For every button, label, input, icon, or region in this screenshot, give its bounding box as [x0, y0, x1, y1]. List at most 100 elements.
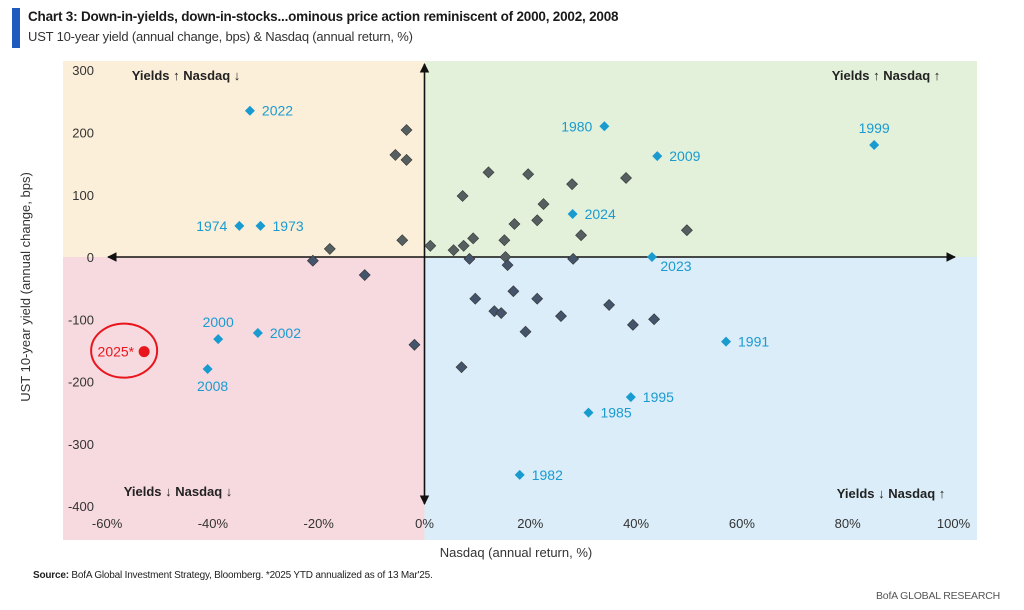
quadrant-label-top-right: Yields ↑ Nasdaq ↑ [832, 68, 941, 83]
x-tick-label: -20% [304, 516, 335, 531]
data-point [680, 224, 693, 237]
data-point [447, 244, 460, 257]
y-tick-label: 0 [87, 250, 94, 265]
data-point [469, 292, 482, 305]
data-label-2008: 2008 [197, 378, 228, 394]
x-tick-label: -60% [92, 516, 123, 531]
x-axis-title: Nasdaq (annual return, %) [440, 545, 592, 560]
data-point [424, 239, 437, 252]
highlighted-years-series: 2022 1974 1973 1980 2009 1999 2024 2023 1991 1995… [196, 103, 890, 483]
quadrant-label-top-left: Yields ↑ Nasdaq ↓ [132, 68, 241, 83]
quadrant-bottom-right [424, 257, 977, 540]
x-tick-label: 40% [623, 516, 649, 531]
x-tick-label: 100% [937, 516, 971, 531]
data-point-2000 [213, 334, 224, 345]
y-tick-label: -400 [68, 499, 94, 514]
quadrant-labels: Yields ↑ Nasdaq ↓ Yields ↑ Nasdaq ↑ Yields… [124, 68, 946, 501]
data-point [488, 305, 501, 318]
x-tick-label: 20% [517, 516, 543, 531]
data-point-2024 [567, 209, 578, 220]
data-point-1982 [514, 469, 525, 480]
data-point-2025 [138, 346, 150, 358]
data-point [648, 313, 661, 326]
data-label-2024: 2024 [585, 206, 616, 222]
quadrant-backgrounds [63, 61, 977, 540]
data-point-1974 [234, 220, 245, 231]
data-point [627, 318, 639, 331]
data-point-2023 [646, 252, 657, 262]
data-point [603, 299, 616, 311]
data-point-2008 [202, 364, 213, 375]
data-point [456, 190, 469, 202]
data-point [575, 229, 588, 242]
source-note: Source: BofA Global Investment Strategy,… [33, 570, 433, 581]
data-point [508, 218, 521, 230]
y-axis-title: UST 10-year yield (annual change, bps) [18, 172, 33, 402]
data-point [482, 166, 495, 179]
data-point [400, 153, 413, 166]
data-label-1999: 1999 [859, 120, 890, 136]
x-tick-label: 0% [415, 516, 434, 531]
y-tick-label: -300 [68, 437, 94, 452]
data-point-1995 [625, 392, 636, 403]
data-point [519, 325, 532, 338]
chart-subtitle: UST 10-year yield (annual change, bps) &… [28, 29, 413, 44]
data-point-1973 [255, 220, 266, 231]
data-point-2009 [652, 151, 663, 162]
data-point [467, 232, 480, 245]
data-label-2002: 2002 [270, 325, 301, 341]
data-label-2025: 2025* [98, 344, 135, 360]
data-label-1985: 1985 [600, 405, 631, 421]
quadrant-top-left [63, 61, 425, 257]
data-point [555, 310, 567, 323]
tick-labels: -60% -40% -20% 0% 20% 40% 60% 80% 100% 300 200 100 0… [68, 63, 971, 531]
axes [107, 63, 956, 505]
x-tick-label: 60% [729, 516, 755, 531]
data-label-1980: 1980 [561, 118, 592, 134]
data-point [522, 168, 535, 181]
quadrant-label-bottom-left: Yields ↓ Nasdaq ↓ [124, 484, 233, 499]
data-label-1982: 1982 [532, 467, 563, 483]
data-point [457, 239, 470, 252]
data-label-2023: 2023 [660, 258, 691, 274]
data-point [396, 234, 409, 247]
y-tick-label: -100 [68, 312, 94, 327]
data-point [389, 148, 402, 161]
x-tick-label: -40% [198, 516, 229, 531]
quadrant-bottom-left [63, 257, 425, 540]
data-point [455, 361, 468, 374]
data-point [408, 338, 421, 351]
data-point-2002 [252, 327, 263, 338]
data-point-1991 [721, 336, 732, 347]
data-point-1985 [583, 407, 594, 418]
brand-label: BofA GLOBAL RESEARCH [876, 590, 1000, 602]
data-label-2000: 2000 [203, 314, 234, 330]
data-point [501, 259, 514, 272]
data-label-1973: 1973 [273, 218, 304, 234]
chart-title: Chart 3: Down-in-yields, down-in-stocks.… [28, 9, 619, 24]
source-label: Source: [33, 570, 69, 581]
y-tick-label: -200 [68, 375, 94, 390]
data-point [507, 285, 520, 298]
data-label-2022: 2022 [262, 103, 293, 119]
data-point [495, 307, 508, 319]
data-point [537, 198, 550, 211]
title-accent-bar [12, 8, 20, 48]
data-point-2022 [244, 105, 255, 116]
x-tick-label: 80% [835, 516, 861, 531]
data-point [463, 252, 476, 265]
data-point [400, 124, 413, 136]
data-point [531, 292, 544, 305]
data-label-1995: 1995 [643, 389, 674, 405]
quadrant-label-bottom-right: Yields ↓ Nasdaq ↑ [837, 486, 946, 501]
data-point-1980 [599, 121, 610, 132]
data-point [498, 234, 511, 247]
source-text: BofA Global Investment Strategy, Bloombe… [68, 570, 433, 581]
data-point [566, 178, 579, 191]
data-point-1999 [869, 139, 880, 150]
data-point [620, 172, 632, 184]
data-point [531, 214, 544, 227]
data-label-1991: 1991 [738, 334, 769, 350]
current-year-series: 2025* [90, 322, 159, 379]
